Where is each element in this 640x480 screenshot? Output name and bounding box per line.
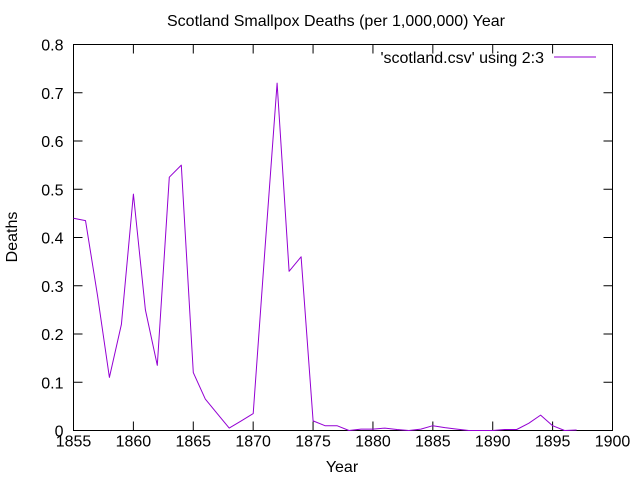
x-axis-label: Year	[326, 459, 359, 476]
legend: 'scotland.csv' using 2:3	[380, 50, 596, 67]
y-tick-label: 0.4	[41, 231, 63, 248]
x-tick-label: 1885	[415, 434, 451, 451]
y-tick-label: 0.5	[41, 182, 63, 199]
x-tick-label: 1895	[535, 434, 571, 451]
y-tick-label: 0.2	[41, 327, 63, 344]
x-axis: 1855 1860 1865 1870 1875 1880 1885 1890 1895 1900	[56, 44, 631, 451]
legend-label: 'scotland.csv' using 2:3	[380, 50, 544, 67]
chart-title: Scotland Smallpox Deaths (per 1,000,000)…	[167, 13, 506, 30]
series-layer	[73, 82, 577, 431]
x-tick-label: 1890	[475, 434, 511, 451]
y-tick-label: 0.3	[41, 279, 63, 296]
y-axis-label: Deaths	[4, 212, 21, 263]
y-tick-label: 0	[55, 424, 64, 441]
y-tick-label: 0.7	[41, 86, 63, 103]
x-tick-label: 1870	[235, 434, 271, 451]
plot-frame	[73, 44, 613, 431]
x-tick-label: 1865	[175, 434, 211, 451]
x-tick-label: 1880	[355, 434, 391, 451]
x-tick-label: 1855	[56, 434, 92, 451]
y-tick-label: 0.6	[41, 134, 63, 151]
x-tick-label: 1860	[116, 434, 152, 451]
series-line	[73, 82, 577, 431]
y-tick-label: 0.1	[41, 375, 63, 392]
y-tick-label: 0.8	[41, 38, 63, 55]
x-tick-label: 1875	[295, 434, 331, 451]
y-axis: 0 0.1 0.2 0.3 0.4 0.5 0.6 0.7 0.8	[41, 38, 613, 441]
x-tick-label: 1900	[595, 434, 631, 451]
